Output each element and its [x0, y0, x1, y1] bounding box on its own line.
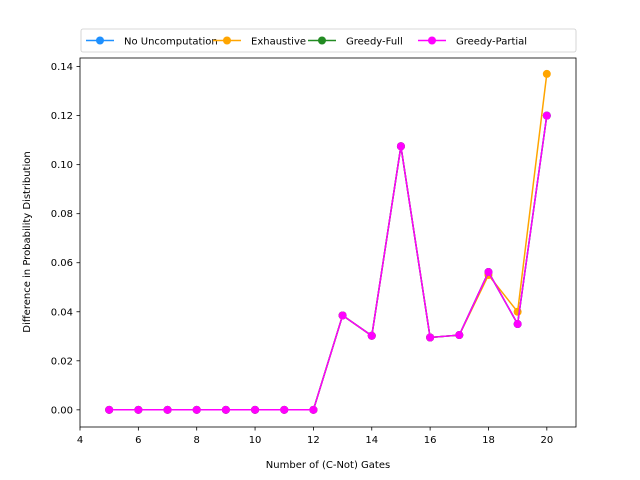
x-tick-label: 8 — [194, 435, 200, 446]
y-tick-label: 0.14 — [51, 62, 73, 73]
data-point — [542, 69, 551, 78]
data-point — [367, 331, 376, 340]
x-tick-label: 16 — [424, 435, 437, 446]
y-tick-label: 0.00 — [51, 405, 73, 416]
data-point — [251, 405, 260, 414]
x-tick-label: 4 — [77, 435, 83, 446]
series-2 — [105, 111, 551, 414]
series-0 — [105, 111, 551, 414]
legend-marker — [428, 36, 436, 45]
legend-marker — [318, 36, 326, 45]
legend-marker — [96, 36, 104, 45]
data-point — [163, 405, 172, 414]
data-point — [338, 311, 347, 320]
data-point — [105, 405, 114, 414]
data-point — [192, 405, 201, 414]
legend-entry-2: Greedy-Full — [308, 36, 403, 48]
x-tick-label: 6 — [135, 435, 141, 446]
axes: 4 6 8 10 12 14 16 18 20 0.00 0.02 0.04 0.06 0.08 0.10 0… — [51, 57, 577, 446]
legend: No Uncomputation Exhaustive Greedy-Full Gre… — [80, 28, 577, 53]
series-line-2 — [109, 115, 548, 411]
data-point — [542, 111, 551, 120]
legend-label: Exhaustive — [251, 37, 306, 48]
y-tick-label: 0.08 — [51, 209, 73, 220]
data-point — [309, 405, 318, 414]
data-point — [426, 333, 435, 342]
x-tick-label: 18 — [482, 435, 495, 446]
series-3 — [105, 111, 551, 414]
legend-label: Greedy-Full — [346, 37, 403, 48]
x-tick-label: 14 — [365, 435, 378, 446]
y-tick-label: 0.02 — [51, 356, 73, 367]
plot-area — [105, 69, 551, 414]
x-tick-label: 20 — [540, 435, 553, 446]
y-tick-label: 0.12 — [51, 111, 73, 122]
y-tick-label: 0.04 — [51, 307, 73, 318]
legend-entry-0: No Uncomputation — [86, 36, 218, 48]
x-tick-label: 10 — [249, 435, 262, 446]
y-tick-label: 0.06 — [51, 258, 73, 269]
legend-label: No Uncomputation — [124, 37, 218, 48]
data-point — [484, 268, 493, 277]
series-line-0 — [109, 115, 548, 411]
y-axis-label: Difference in Probability Distribution — [22, 151, 33, 332]
data-point — [396, 142, 405, 151]
legend-entry-1: Exhaustive — [213, 36, 306, 48]
legend-marker — [223, 36, 231, 45]
data-point — [280, 405, 289, 414]
data-point — [455, 331, 464, 340]
y-tick-label: 0.10 — [51, 160, 73, 171]
legend-label: Greedy-Partial — [456, 37, 527, 48]
data-point — [134, 405, 143, 414]
x-tick-label: 12 — [307, 435, 320, 446]
data-point — [513, 320, 522, 329]
x-axis-label: Number of (C-Not) Gates — [266, 460, 390, 471]
series-line-1 — [109, 73, 548, 411]
legend-entry-3: Greedy-Partial — [418, 36, 527, 48]
axes-frame — [79, 57, 577, 428]
series-line-3 — [109, 115, 548, 411]
data-point — [221, 405, 230, 414]
